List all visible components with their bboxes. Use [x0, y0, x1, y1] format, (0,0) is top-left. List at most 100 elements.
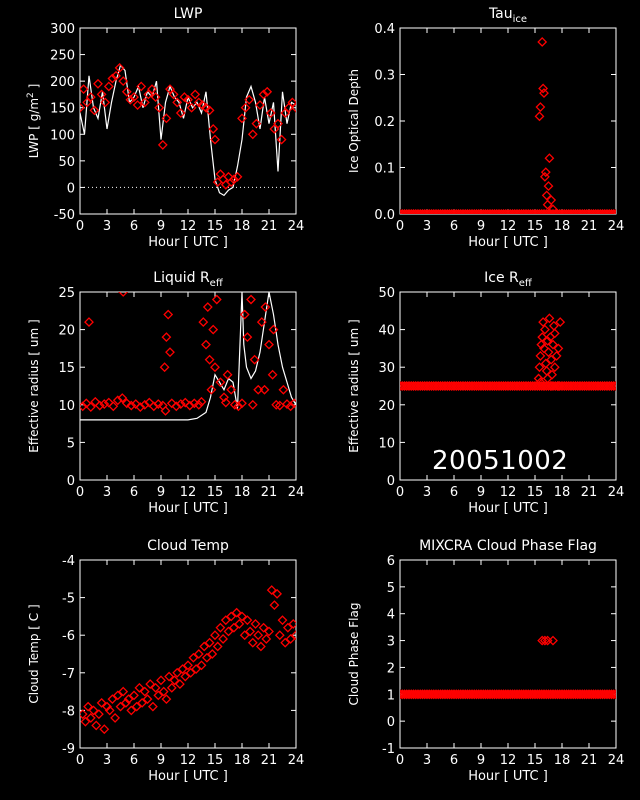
data-point [538, 317, 549, 327]
y-tick-label: 0 [387, 474, 395, 489]
data-point [130, 399, 141, 409]
x-tick-label: 3 [423, 485, 431, 500]
data-point [159, 362, 170, 373]
data-point [84, 317, 94, 327]
data-point [222, 369, 233, 380]
x-tick-label: 6 [450, 485, 458, 500]
x-tick-label: 15 [207, 753, 224, 768]
data-point [251, 118, 262, 129]
data-point [196, 660, 207, 671]
x-tick-label: 0 [396, 219, 404, 234]
data-point [126, 400, 137, 411]
data-point [129, 690, 139, 701]
y-tick-label: -6 [62, 629, 75, 644]
data-point [150, 92, 161, 103]
y-tick-label: 0.3 [374, 69, 395, 84]
data-point [544, 153, 555, 164]
data-point [537, 37, 548, 47]
y-tick-label: 0.1 [374, 162, 395, 177]
data-point [104, 705, 115, 716]
data-point [201, 102, 211, 113]
data-point [219, 392, 229, 403]
data-point [553, 381, 564, 391]
data-point [246, 294, 256, 305]
data-point [542, 635, 553, 646]
data-point [546, 381, 557, 391]
data-point [265, 108, 276, 118]
data-point [145, 679, 156, 689]
y-tick-label: 250 [50, 49, 75, 64]
plot-frame [79, 27, 297, 215]
data-point [147, 84, 157, 95]
data-point [276, 134, 287, 145]
data-point [551, 351, 562, 361]
y-tick-label: 10 [58, 399, 75, 414]
data-point [85, 713, 96, 723]
data-point [166, 398, 177, 409]
data-point [220, 615, 231, 626]
y-tick-label: 5 [387, 581, 395, 596]
data-point [208, 124, 219, 134]
y-tick-label: -1 [382, 742, 395, 757]
data-point [201, 339, 211, 350]
data-point [171, 401, 182, 412]
data-point [198, 317, 209, 327]
data-point [168, 89, 179, 100]
x-tick-label: 18 [554, 753, 571, 768]
x-axis-label: Hour [ UTC ] [468, 769, 548, 784]
data-point [123, 694, 134, 705]
data-point [139, 97, 150, 108]
data-point [154, 102, 165, 113]
data-point [223, 626, 234, 637]
x-tick-label: 6 [130, 753, 138, 768]
data-point [131, 701, 142, 712]
data-point [546, 354, 557, 365]
baseline-marker [608, 380, 616, 392]
data-point [169, 675, 180, 686]
y-tick-label: -4 [62, 554, 75, 569]
data-point [150, 682, 161, 693]
x-tick-label: 21 [581, 485, 598, 500]
data-point [118, 686, 129, 697]
data-point [161, 113, 172, 124]
data-point [137, 697, 148, 708]
data-point [99, 724, 110, 735]
data-point [271, 399, 282, 410]
data-point [277, 615, 288, 626]
y-tick-label: -7 [62, 667, 75, 682]
data-point [161, 332, 172, 343]
baseline-marker [610, 689, 616, 700]
data-point [100, 97, 111, 108]
x-tick-label: 0 [76, 219, 84, 234]
x-tick-label: 24 [608, 485, 625, 500]
data-point [126, 705, 137, 716]
x-tick-label: 6 [130, 219, 138, 234]
x-tick-label: 3 [103, 753, 111, 768]
data-point [285, 634, 296, 644]
data-point [262, 86, 273, 97]
data-point [231, 607, 242, 618]
data-point [88, 705, 99, 716]
data-point [85, 92, 96, 103]
data-point [136, 81, 147, 92]
x-tick-label: 9 [157, 485, 165, 500]
data-point [242, 615, 253, 626]
data-point [115, 701, 126, 712]
chart-title: Liquid Reff [153, 270, 224, 289]
data-point [121, 398, 132, 409]
data-point [218, 174, 229, 185]
data-point [80, 401, 88, 412]
y-tick-label: 50 [58, 155, 75, 170]
panel-tau_ice: 0 3 6 9 12 15 18 21 24 0.0 0.1 0.2 0.3 0.4 Tauice Hour … [347, 6, 624, 250]
data-point [142, 694, 153, 705]
data-point [102, 701, 112, 712]
x-tick-label: 6 [450, 219, 458, 234]
x-tick-label: 21 [261, 485, 278, 500]
plot-area [80, 292, 296, 421]
x-tick-label: 12 [180, 219, 197, 234]
data-point [161, 694, 172, 705]
data-point [250, 619, 261, 629]
data-point [549, 362, 560, 373]
data-point [112, 690, 123, 701]
